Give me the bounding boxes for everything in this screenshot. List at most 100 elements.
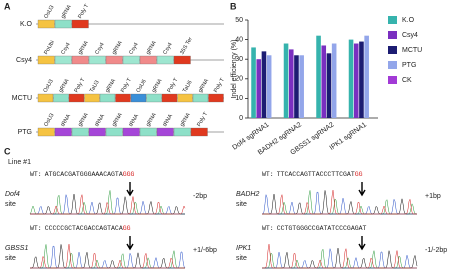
construct-name: Csy4 bbox=[16, 57, 32, 64]
part-label: Poly T bbox=[77, 3, 90, 20]
legend-label: PTG bbox=[402, 62, 416, 69]
edit-result: -1/-2bp bbox=[425, 247, 447, 254]
wt-label: WT: bbox=[262, 171, 274, 178]
construct-part bbox=[115, 93, 131, 103]
construct-part bbox=[88, 55, 106, 65]
construct-part bbox=[37, 19, 55, 29]
construct-part bbox=[99, 93, 116, 103]
part-label: 35S Ter bbox=[179, 36, 194, 55]
chromatogram-trace bbox=[30, 194, 186, 215]
construct-part bbox=[208, 93, 224, 103]
legend-label: MCTU bbox=[402, 47, 422, 54]
chromatogram-trace bbox=[261, 191, 417, 215]
part-label: gRNA bbox=[77, 40, 90, 56]
part-label: OsU3 bbox=[43, 79, 55, 94]
sequence: WT: CCCCCGCTACGACCAGTACAGG bbox=[30, 225, 131, 232]
pam-text: GGG bbox=[123, 171, 135, 178]
part-label: tRNA bbox=[128, 113, 140, 128]
construct-part bbox=[53, 93, 69, 103]
gene-name: Dof4 bbox=[5, 191, 20, 198]
construct-name: K.O bbox=[20, 21, 33, 28]
edit-result: -2bp bbox=[193, 193, 207, 200]
y-axis-title: Indel efficiency (%) bbox=[231, 39, 238, 98]
bar bbox=[288, 49, 294, 118]
part-label: gRNA bbox=[77, 112, 90, 128]
construct-part bbox=[37, 55, 55, 65]
part-label: Csy4 bbox=[60, 42, 71, 56]
sequence-text: CCCCCGCTACGACCAGTACA bbox=[45, 225, 123, 232]
part-label: Csy4 bbox=[162, 42, 173, 56]
construct-part bbox=[139, 127, 157, 137]
construct-part bbox=[54, 127, 72, 137]
bar bbox=[261, 51, 267, 118]
legend-swatch bbox=[388, 76, 397, 84]
chromatogram-trace bbox=[30, 244, 185, 269]
legend-label: Csy4 bbox=[402, 32, 418, 39]
bar bbox=[251, 47, 256, 118]
construct-part bbox=[37, 93, 54, 103]
construct-part bbox=[84, 93, 100, 103]
construct-part bbox=[122, 127, 140, 137]
construct-part bbox=[177, 93, 193, 103]
part-label: Csy4 bbox=[128, 42, 139, 56]
legend-label: CK bbox=[402, 77, 412, 84]
site-label: site bbox=[236, 201, 247, 208]
sequence: WT: CCTGTGGGCCGATATCCCGAGAT bbox=[262, 225, 367, 232]
part-label: tRNA bbox=[60, 113, 72, 128]
bar bbox=[359, 41, 364, 119]
edit-result: +1bp bbox=[425, 193, 441, 200]
edit-result: +1/-6bp bbox=[193, 247, 217, 254]
construct-name: PTG bbox=[18, 129, 32, 136]
construct-part bbox=[54, 19, 72, 29]
y-tick-label: 40 bbox=[235, 36, 243, 43]
part-label: Poly T bbox=[120, 77, 133, 94]
chromatogram-trace bbox=[262, 244, 417, 269]
part-label: gRNA bbox=[105, 78, 118, 94]
part-label: TaU6 bbox=[182, 80, 194, 94]
chromatogram-trace bbox=[262, 190, 417, 215]
construct-part bbox=[54, 55, 72, 65]
gene-name: IPK1 bbox=[236, 245, 251, 252]
gene-name: GBSS1 bbox=[5, 245, 28, 252]
y-tick-label: 10 bbox=[235, 95, 243, 102]
legend-swatch bbox=[388, 46, 397, 54]
construct-part bbox=[161, 93, 178, 103]
wt-label: WT: bbox=[262, 225, 274, 232]
part-label: tRNA bbox=[94, 113, 106, 128]
part-label: Poly T bbox=[213, 77, 226, 94]
sequence-text: CCTGTGGGCCGATATCCCGAGAT bbox=[277, 225, 367, 232]
construct-part bbox=[105, 55, 123, 65]
cut-arrow bbox=[126, 236, 134, 251]
cut-arrow bbox=[358, 236, 366, 251]
chromatogram-trace bbox=[262, 247, 418, 269]
construct-part bbox=[190, 127, 208, 137]
chromatogram-trace bbox=[30, 244, 185, 269]
pam-text: GG bbox=[123, 225, 131, 232]
construct-part bbox=[139, 55, 157, 65]
construct-part bbox=[156, 127, 174, 137]
bar bbox=[364, 35, 369, 118]
chromatogram-trace bbox=[30, 193, 185, 215]
part-label: gRNA bbox=[111, 112, 124, 128]
bar bbox=[321, 45, 327, 119]
construct-part bbox=[88, 127, 106, 137]
part-label: tRNA bbox=[162, 113, 174, 128]
construct-part bbox=[71, 19, 89, 29]
site-label: site bbox=[236, 255, 247, 262]
part-label: gRNA bbox=[111, 40, 124, 56]
sequence-text: ATGCACGATGGGAAACAGTA bbox=[45, 171, 123, 178]
part-label: OsU6 bbox=[136, 79, 148, 94]
legend-swatch bbox=[388, 16, 397, 24]
part-label: gRNA bbox=[58, 78, 71, 94]
bar bbox=[348, 39, 354, 118]
panel-label: A bbox=[4, 1, 11, 11]
legend-swatch bbox=[388, 61, 397, 69]
wt-label: WT: bbox=[30, 225, 42, 232]
legend-label: K.O bbox=[402, 17, 415, 24]
y-tick-label: 30 bbox=[235, 56, 243, 63]
gene-name: BADH2 bbox=[236, 191, 259, 198]
bar bbox=[353, 43, 359, 118]
construct-part bbox=[71, 55, 89, 65]
y-tick-label: 50 bbox=[235, 17, 243, 24]
y-tick-label: 0 bbox=[239, 115, 243, 122]
